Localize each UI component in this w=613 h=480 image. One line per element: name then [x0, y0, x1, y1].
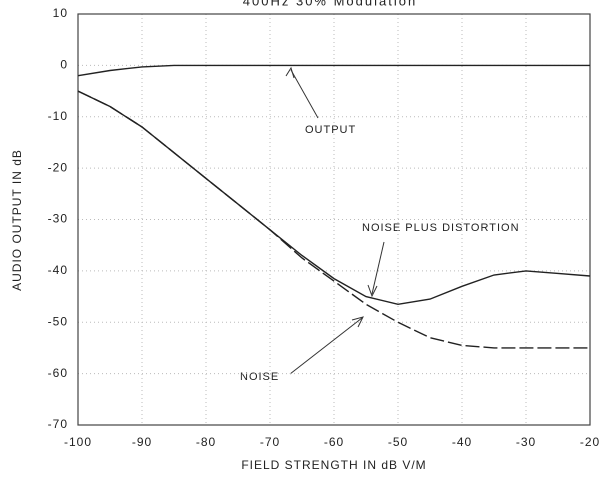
x-tick-label: -80 [196, 435, 216, 449]
x-tick-label: -100 [64, 435, 92, 449]
arrow [290, 69, 319, 119]
x-axis-label: FIELD STRENGTH IN dB V/M [241, 458, 426, 472]
y-tick-label: -60 [48, 366, 68, 380]
arrow-head [351, 316, 364, 328]
arrow [371, 241, 385, 295]
x-tick-label: -40 [452, 435, 472, 449]
y-tick-label: -70 [48, 417, 68, 431]
y-tick-label: -20 [48, 160, 68, 174]
x-tick-label: -50 [388, 435, 408, 449]
y-tick-label: 10 [53, 6, 68, 20]
y-tick-label: -10 [48, 109, 68, 123]
y-tick-label: -40 [48, 263, 68, 277]
arrow-head [367, 284, 378, 298]
chart-title: 400Hz 30% Modulation [243, 0, 417, 8]
y-axis-label: AUDIO OUTPUT IN dB [10, 149, 24, 291]
x-tick-label: -60 [324, 435, 344, 449]
y-tick-label: 0 [60, 58, 68, 72]
series-line [77, 64, 590, 77]
x-tick-label: -90 [132, 435, 152, 449]
series-line [77, 90, 590, 349]
x-tick-label: -20 [580, 435, 600, 449]
arrow [289, 317, 363, 375]
y-tick-label: -50 [48, 314, 68, 328]
series-annotation: OUTPUT [305, 124, 356, 136]
plot-frame [77, 13, 591, 426]
x-tick-label: -30 [516, 435, 536, 449]
x-tick-label: -70 [260, 435, 280, 449]
arrow-head [285, 66, 295, 79]
annotation-arrows [285, 66, 385, 375]
y-tick-label: -30 [48, 212, 68, 226]
series-annotation: NOISE PLUS DISTORTION [362, 222, 520, 234]
series-annotation: NOISE [240, 371, 279, 383]
